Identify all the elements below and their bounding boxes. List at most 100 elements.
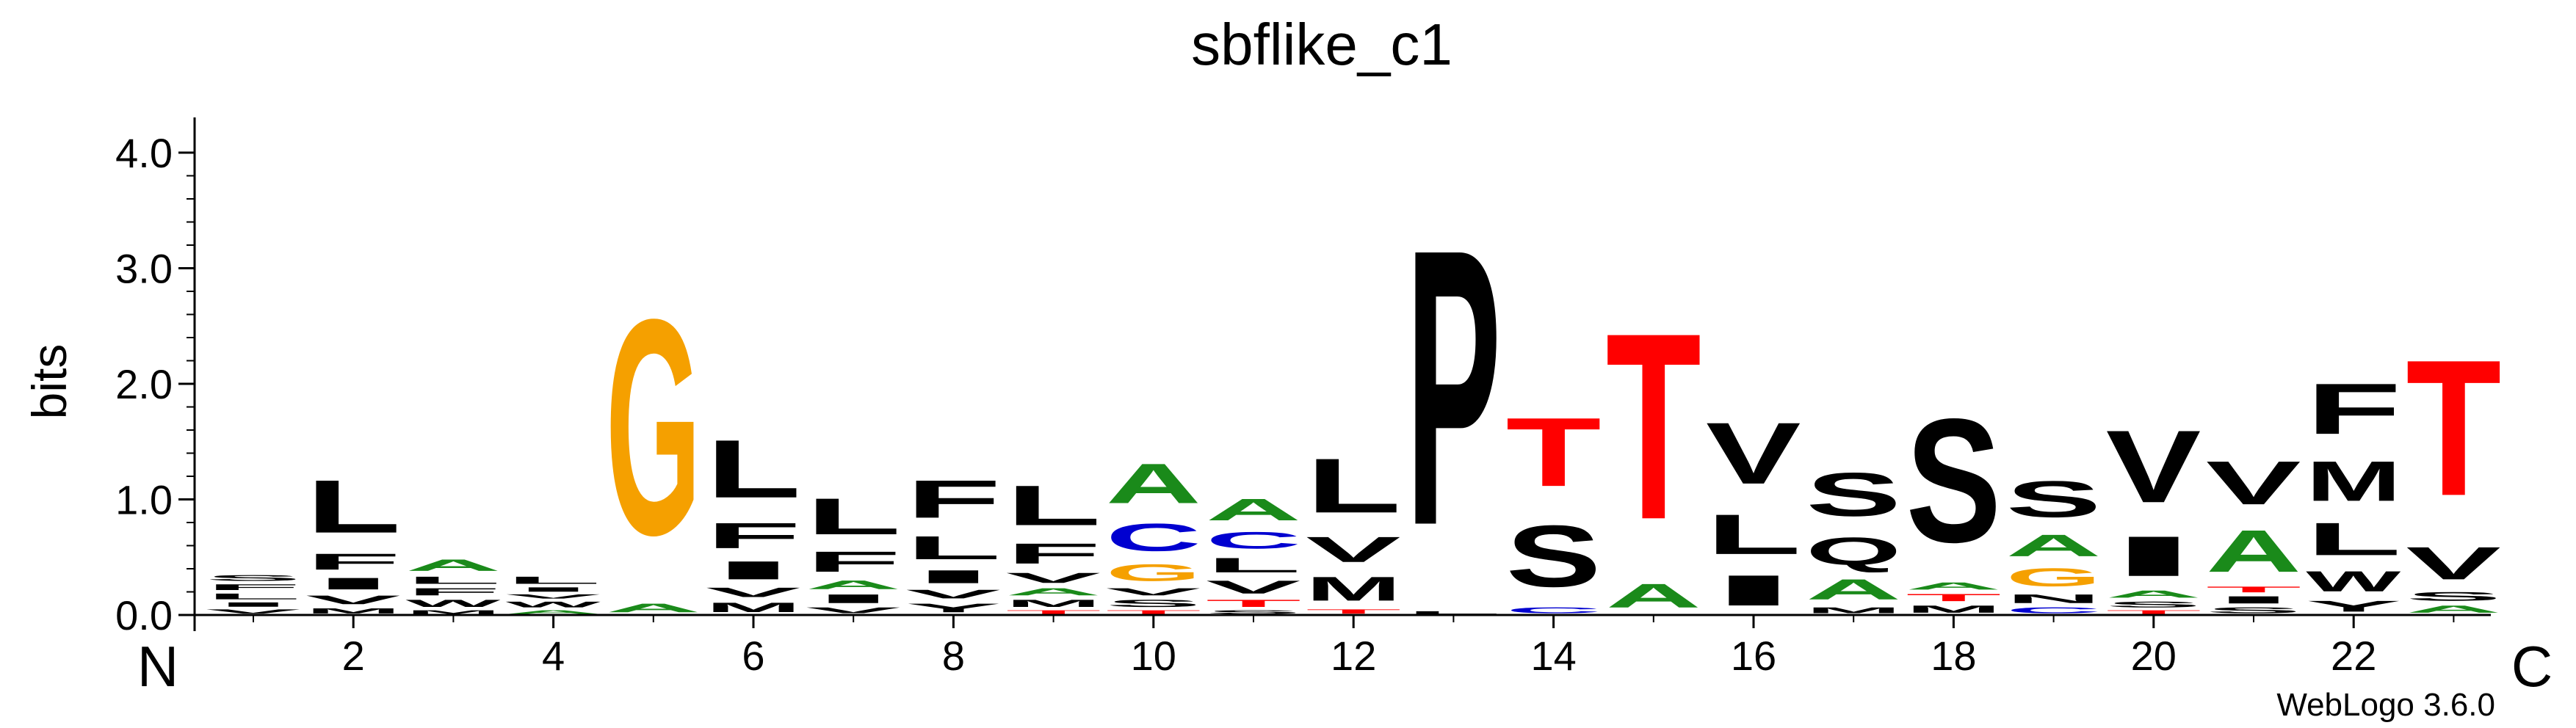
logo-letter: V [2106, 409, 2201, 524]
logo-letter: A [1106, 452, 1201, 515]
logo-letter: G [2006, 563, 2102, 592]
x-tick-label: 2 [342, 633, 365, 679]
logo-letter: A [2406, 603, 2501, 615]
logo-letter: L [1706, 503, 1801, 566]
logo-letter: F [405, 586, 501, 598]
logo-letter: V [2406, 537, 2500, 589]
logo-letter: W [405, 597, 500, 609]
logo-letter: W [506, 600, 601, 609]
logo-letter: F [905, 469, 1001, 529]
logo-letter: M [1906, 603, 2001, 615]
logo-letter: S [1106, 597, 1201, 609]
logo-letter: S [1906, 382, 2001, 579]
logo-letter: F [305, 549, 401, 575]
logo-letter: I [905, 567, 1001, 587]
logo-letter: V [806, 605, 900, 615]
x-tick-label: 16 [1731, 633, 1776, 679]
logo-column-15: AT [1606, 278, 1701, 614]
logo-letter: I [206, 601, 301, 608]
logo-letter: A [2106, 589, 2201, 600]
logo-letter: G [606, 255, 701, 599]
logo-letter: V [305, 593, 400, 607]
logo-letter: A [1006, 586, 1101, 598]
logo-letter: A [1906, 580, 2001, 592]
logo-letter: L [1405, 611, 1501, 615]
logo-letter: A [1806, 573, 1901, 605]
logo-letter: M [1006, 597, 1101, 609]
x-tick-label: 6 [742, 633, 764, 679]
x-axis-ticks: 2 4 6 8 10 12 14 16 18 20 22 [253, 615, 2455, 679]
logo-letter: L [806, 488, 901, 546]
logo-letter: T [1206, 597, 1301, 609]
logo-letter: T [2106, 609, 2201, 615]
logo-letter: V [2206, 448, 2301, 517]
logo-letter: T [1006, 609, 1101, 615]
logo-letter: A [606, 601, 701, 615]
logo-letter: S [2406, 589, 2501, 603]
logo-letter: L [1006, 473, 1101, 536]
logo-stacks: VILFSMVIFLMWFLAAWVILAGMVIFLVIAFLYVILFTMA… [206, 167, 2501, 615]
logo-letter: Y [905, 601, 1001, 615]
logo-letter: I [1706, 566, 1801, 614]
x-tick-label: 22 [2331, 633, 2376, 679]
logo-letter: C [1506, 605, 1602, 615]
logo-letter: T [2406, 319, 2501, 536]
logo-letter: V [1306, 529, 1400, 569]
logo-letter: L [405, 575, 501, 586]
logo-column-13: LP [1405, 167, 1501, 615]
logo-letter: M [1306, 570, 1401, 608]
logo-letter: T [1506, 397, 1602, 507]
logo-letter: L [506, 575, 601, 586]
y-tick-label: 0.0 [115, 592, 173, 638]
logo-letter: G [1106, 559, 1201, 586]
y-tick-label: 3.0 [115, 246, 173, 292]
logo-letter: V [206, 608, 300, 615]
logo-letter: V [1106, 586, 1201, 598]
n-terminus-label: N [137, 634, 178, 699]
logo-letter: I [706, 556, 801, 585]
logo-letter: V [1206, 577, 1300, 597]
logo-letter: F [806, 545, 901, 578]
logo-letter: L [305, 465, 401, 548]
logo-letter: N [2006, 592, 2102, 606]
logo-letter: A [806, 578, 901, 592]
logo-letter: V [1706, 404, 1801, 503]
logo-letter: T [1606, 278, 1701, 575]
logo-letter: M [1806, 605, 1901, 615]
c-terminus-label: C [2511, 634, 2553, 699]
logo-letter: C [1106, 516, 1201, 560]
logo-letter: F [1006, 537, 1101, 569]
logo-letter: T [1106, 609, 1201, 615]
logo-letter: A [1206, 492, 1301, 527]
logo-letter: L [2306, 514, 2401, 566]
logo-letter: V [706, 585, 800, 600]
logo-letter: Q [1806, 530, 1901, 573]
chart-title: sbflike_c1 [1191, 12, 1452, 77]
logo-column-14: CST [1506, 397, 1602, 615]
logo-letter: L [206, 592, 301, 601]
logo-letter: A [506, 609, 601, 615]
logo-letter: S [1506, 508, 1602, 605]
x-tick-label: 4 [542, 633, 565, 679]
logo-letter: A [2006, 528, 2102, 563]
x-tick-label: 18 [1931, 633, 1976, 679]
weblogo-version-footer: WebLogo 3.6.0 [2276, 687, 2495, 723]
logo-letter: A [1606, 577, 1701, 615]
logo-letter: F [706, 515, 801, 556]
logo-letter: S [2206, 605, 2301, 615]
logo-letter: L [1306, 443, 1401, 529]
logo-letter: I [305, 575, 401, 593]
y-axis-ticks: 0.0 1.0 2.0 3.0 4.0 [115, 130, 195, 638]
